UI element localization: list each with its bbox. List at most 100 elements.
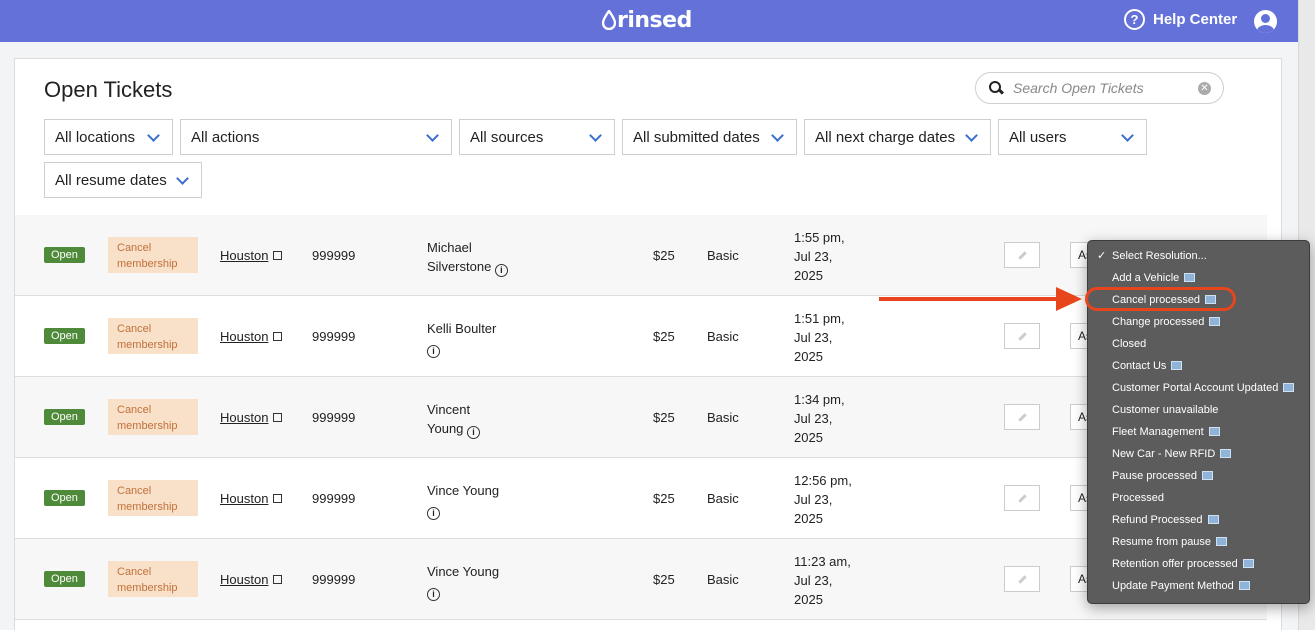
table-row: Open Cancel membership Houston 999999 Vi…	[15, 539, 1267, 620]
menu-item-pause-processed[interactable]: Pause processed	[1088, 469, 1309, 491]
filter-label: All resume dates	[55, 171, 167, 189]
table-row: Open Cancel membership Houston 999999 Vi…	[15, 458, 1267, 539]
external-link-icon	[273, 251, 283, 260]
help-center-link[interactable]: ? Help Center	[1124, 9, 1237, 30]
menu-item-resume-from-pause[interactable]: Resume from pause	[1088, 535, 1309, 557]
filter-label: All sources	[470, 128, 544, 146]
price: $25	[653, 248, 675, 263]
filter-users[interactable]: All users	[998, 119, 1147, 155]
action-badge: Cancel membership	[108, 399, 198, 435]
customer-name: Vince Young i	[427, 564, 500, 601]
action-badge: Cancel membership	[108, 561, 198, 597]
filter-next-charge-dates[interactable]: All next charge dates	[804, 119, 991, 155]
submitted-date: 12:56 pm, Jul 23, 2025	[794, 473, 852, 526]
menu-item-add-vehicle[interactable]: Add a Vehicle	[1088, 271, 1309, 293]
filter-submitted-dates[interactable]: All submitted dates	[622, 119, 797, 155]
table-row: Open Cancel membership Houston 999999 Mi…	[15, 215, 1267, 296]
menu-item-new-car-rfid[interactable]: New Car - New RFID	[1088, 447, 1309, 469]
menu-item-portal-account-updated[interactable]: Customer Portal Account Updated	[1088, 381, 1309, 403]
status-badge: Open	[44, 571, 85, 587]
menu-item-customer-unavailable[interactable]: Customer unavailable	[1112, 404, 1219, 416]
water-drop-icon	[602, 10, 616, 30]
search-input[interactable]	[1013, 80, 1193, 96]
location-link[interactable]: Houston	[220, 410, 283, 425]
price: $25	[653, 410, 675, 425]
edit-button[interactable]	[1004, 323, 1040, 349]
phone-number: 999999	[312, 329, 356, 344]
help-center-label: Help Center	[1153, 11, 1238, 28]
menu-item-processed[interactable]: Processed	[1112, 492, 1164, 504]
plan-name: Basic	[707, 410, 739, 425]
filter-label: All locations	[55, 128, 136, 146]
resolution-dropdown-menu[interactable]: ✓ Select Resolution... Add a Vehicle Canc…	[1087, 240, 1310, 604]
email-emoji-icon	[1171, 361, 1183, 370]
phone-number: 999999	[312, 248, 356, 263]
edit-button[interactable]	[1004, 485, 1040, 511]
filter-locations[interactable]: All locations	[44, 119, 173, 155]
question-circle-icon: ?	[1124, 9, 1145, 30]
email-emoji-icon	[1184, 273, 1196, 282]
external-link-icon	[273, 494, 283, 503]
top-bar	[0, 0, 1298, 42]
submitted-date: 1:34 pm, Jul 23, 2025	[794, 392, 845, 445]
status-badge: Open	[44, 409, 85, 425]
annotation-arrow-line	[879, 297, 1059, 301]
edit-button[interactable]	[1004, 242, 1040, 268]
filter-actions[interactable]: All actions	[180, 119, 452, 155]
customer-name: Michael Silverstone i	[427, 238, 537, 277]
info-icon[interactable]: i	[427, 507, 440, 520]
chevron-down-icon	[965, 129, 978, 142]
search-icon	[989, 81, 1003, 95]
info-icon[interactable]: i	[467, 426, 481, 439]
filter-label: All next charge dates	[815, 128, 956, 146]
filter-resume-dates[interactable]: All resume dates	[44, 162, 202, 198]
plan-name: Basic	[707, 248, 739, 263]
menu-item-contact-us[interactable]: Contact Us	[1088, 359, 1309, 381]
menu-item-cancel-processed[interactable]: Cancel processed	[1088, 293, 1309, 315]
phone-number: 999999	[312, 572, 356, 587]
info-icon[interactable]: i	[427, 345, 440, 358]
edit-button[interactable]	[1004, 566, 1040, 592]
chevron-down-icon	[176, 172, 189, 185]
submitted-date: 11:23 am, Jul 23, 2025	[794, 554, 851, 607]
clear-search-icon[interactable]: ✕	[1198, 82, 1211, 95]
search-box[interactable]: ✕	[975, 72, 1224, 104]
menu-item-refund-processed[interactable]: Refund Processed	[1088, 513, 1309, 535]
menu-item-select-resolution[interactable]: ✓ Select Resolution...	[1097, 250, 1207, 262]
menu-item-retention-offer[interactable]: Retention offer processed	[1088, 557, 1309, 579]
email-emoji-icon	[1209, 317, 1221, 326]
chevron-down-icon	[426, 129, 439, 142]
chevron-down-icon	[589, 129, 602, 142]
email-emoji-icon	[1208, 427, 1220, 436]
highlight-circle	[1085, 287, 1236, 311]
logo-text: rinsed	[617, 7, 692, 33]
filter-label: All users	[1009, 128, 1067, 146]
menu-item-change-processed[interactable]: Change processed	[1088, 315, 1309, 337]
chevron-down-icon	[771, 129, 784, 142]
info-icon[interactable]: i	[494, 264, 508, 277]
menu-item-closed[interactable]: Closed	[1112, 338, 1147, 350]
customer-name: Vince Young i	[427, 483, 500, 520]
chevron-down-icon	[147, 129, 160, 142]
edit-button[interactable]	[1004, 404, 1040, 430]
location-link[interactable]: Houston	[220, 329, 283, 344]
menu-item-fleet-management[interactable]: Fleet Management	[1088, 425, 1309, 447]
status-badge: Open	[44, 328, 85, 344]
rinsed-logo[interactable]: rinsed	[602, 5, 692, 35]
chevron-down-icon	[1121, 129, 1134, 142]
email-emoji-icon	[1283, 383, 1295, 392]
price: $25	[653, 329, 675, 344]
customer-name: Vincent Young i	[427, 400, 497, 439]
email-emoji-icon	[1242, 559, 1254, 568]
submitted-date: 1:51 pm, Jul 23, 2025	[794, 311, 845, 364]
filter-sources[interactable]: All sources	[459, 119, 615, 155]
filter-label: All submitted dates	[633, 128, 760, 146]
menu-item-update-payment-method[interactable]: Update Payment Method	[1088, 579, 1309, 601]
location-link[interactable]: Houston	[220, 572, 283, 587]
external-link-icon	[273, 413, 283, 422]
user-circle-icon[interactable]	[1254, 10, 1277, 33]
location-link[interactable]: Houston	[220, 491, 283, 506]
location-link[interactable]: Houston	[220, 248, 283, 263]
info-icon[interactable]: i	[427, 588, 440, 601]
filter-label: All actions	[191, 128, 260, 146]
